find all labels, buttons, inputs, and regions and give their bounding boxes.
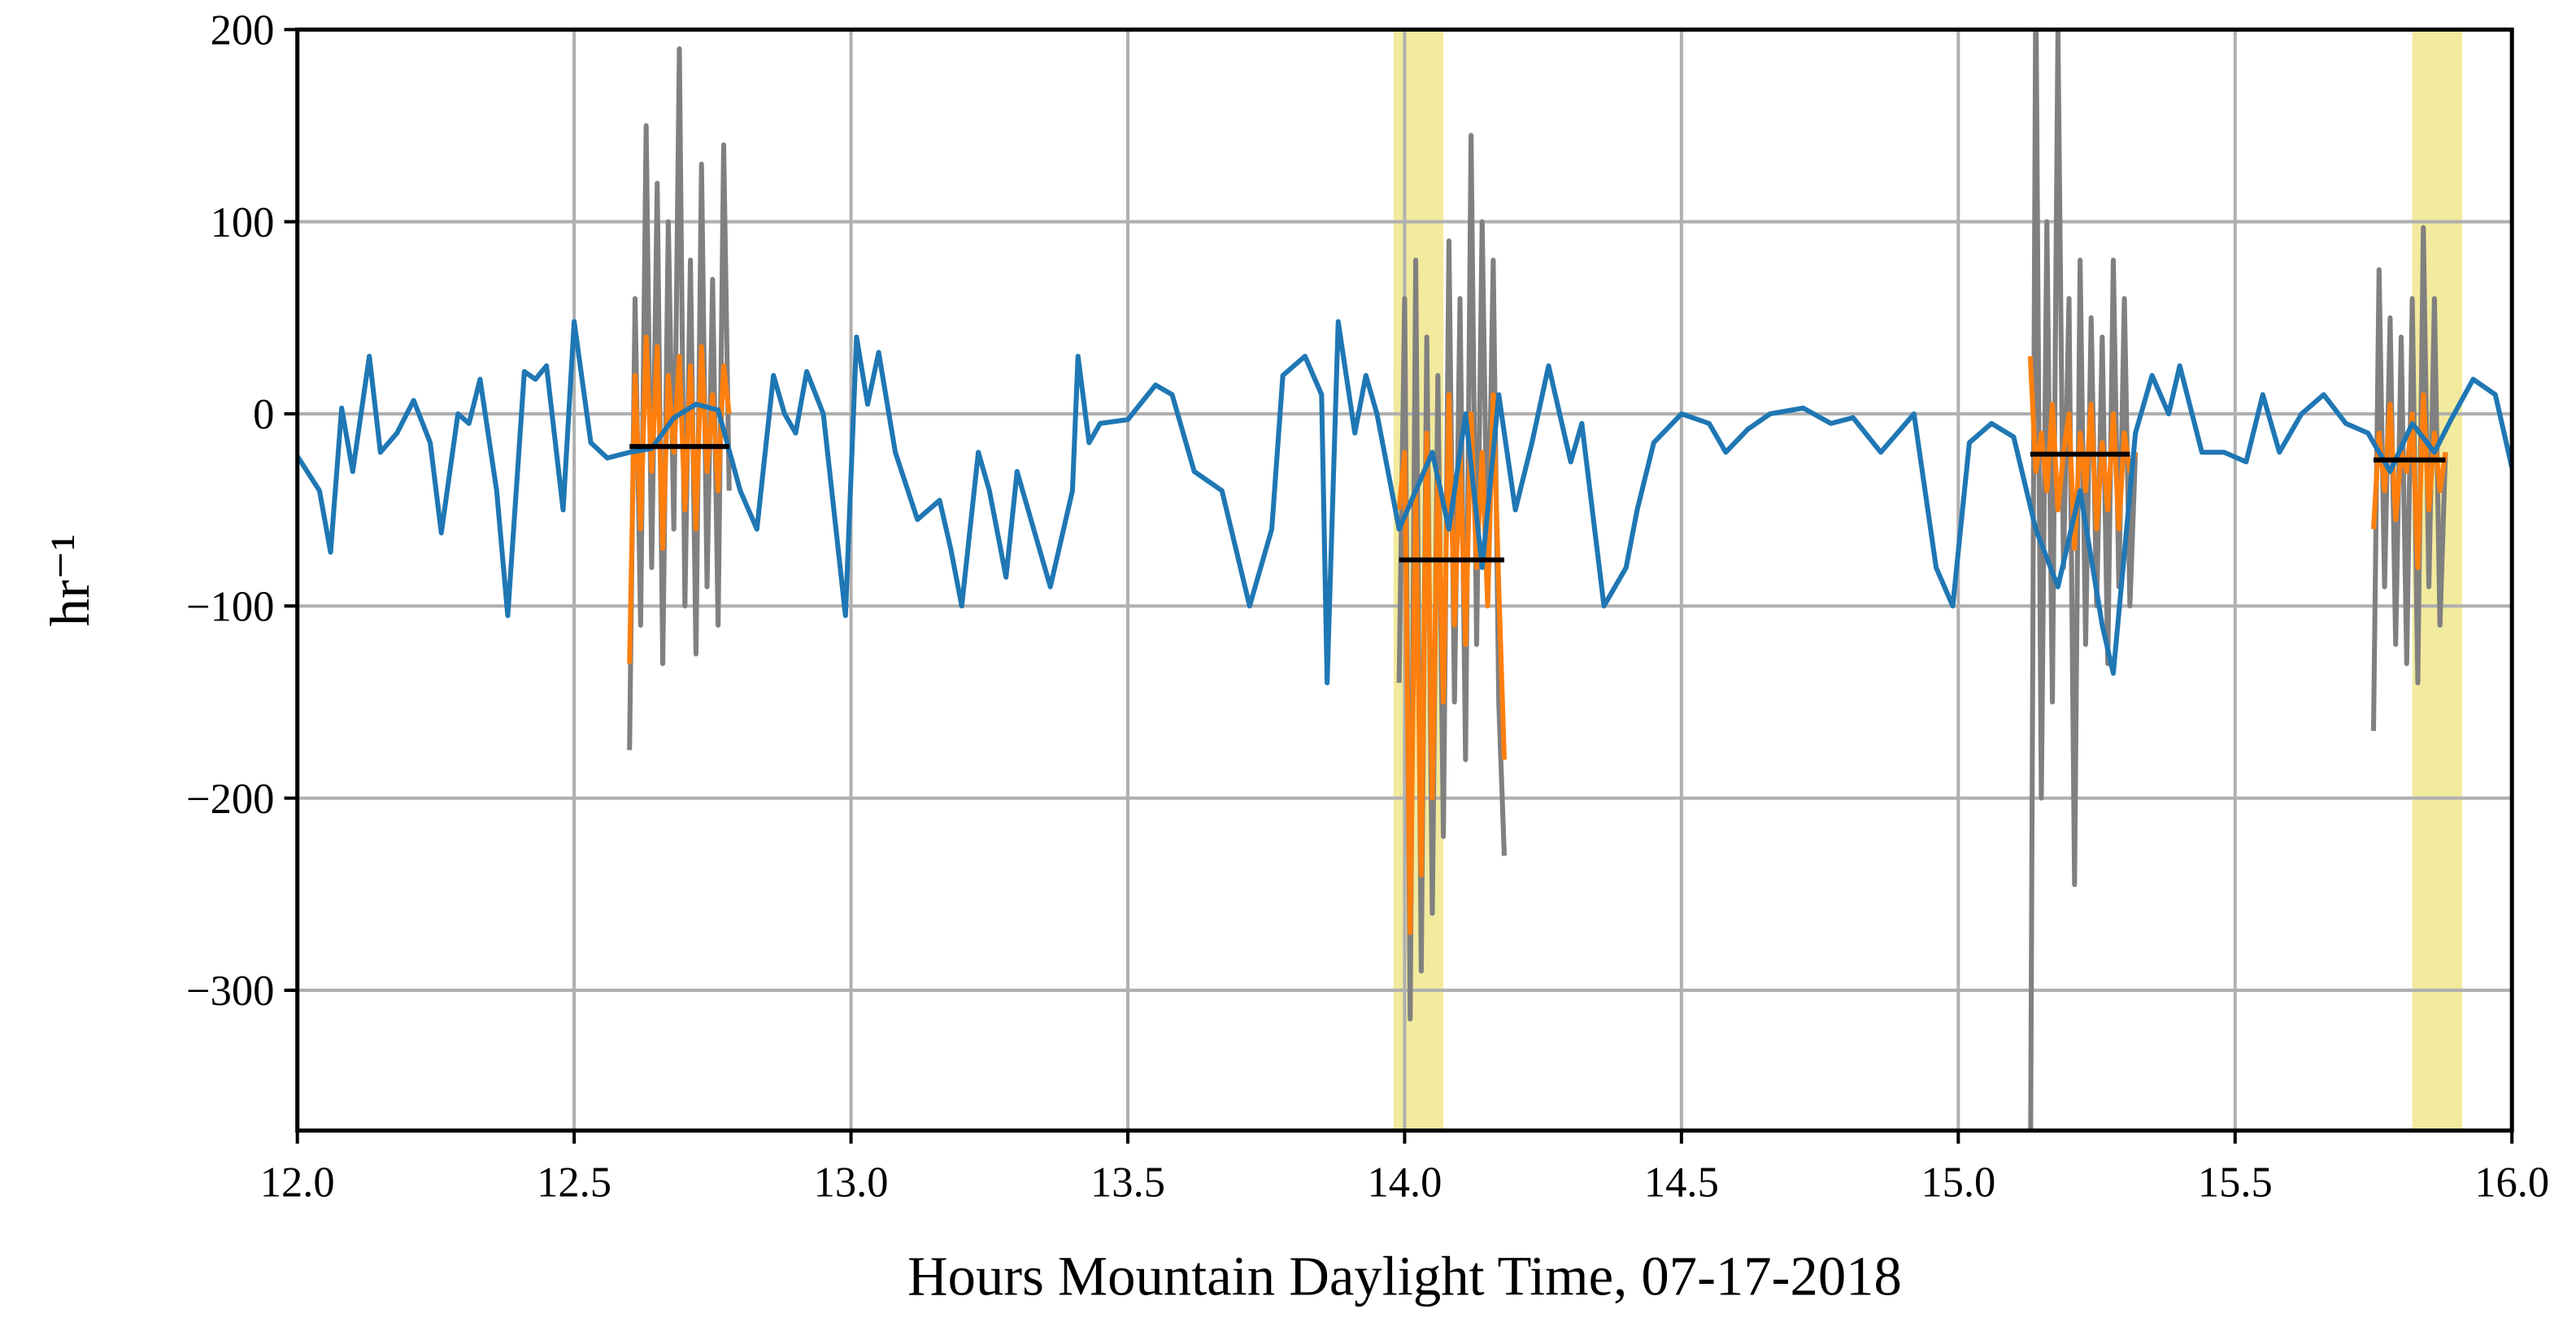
x-tick-label: 16.0 (2474, 1159, 2549, 1206)
x-tick-label: 15.5 (2198, 1159, 2273, 1206)
y-tick-label: −300 (186, 968, 274, 1015)
axes-frame (295, 27, 2514, 1133)
data-line (297, 319, 2513, 685)
x-tick-label: 15.0 (1921, 1159, 1995, 1206)
x-tick-label: 14.0 (1368, 1159, 1442, 1206)
x-tick-label: 12.5 (537, 1159, 611, 1206)
y-tick-label: 100 (211, 199, 275, 246)
x-tick-label: 12.0 (260, 1159, 335, 1206)
x-axis-label: Hours Mountain Daylight Time, 07-17-2018 (907, 1246, 1902, 1307)
y-tick-label: −100 (186, 583, 274, 630)
data-line (627, 29, 2448, 1131)
plot-frame: 12.0 12.5 13.0 13.5 14.0 14.5 15.0 15.5 16.0 −300… (186, 7, 2549, 1207)
y-tick-label: 0 (253, 391, 274, 438)
y-tick-label: −200 (186, 776, 274, 823)
y-axis-label: hr⁻¹ (39, 533, 101, 626)
x-tick-label: 14.5 (1644, 1159, 1719, 1206)
x-tick-label: 13.0 (814, 1159, 889, 1206)
y-tick-label: 200 (211, 7, 275, 54)
x-tick-label: 13.5 (1090, 1159, 1165, 1206)
plot-data (297, 29, 2513, 1131)
